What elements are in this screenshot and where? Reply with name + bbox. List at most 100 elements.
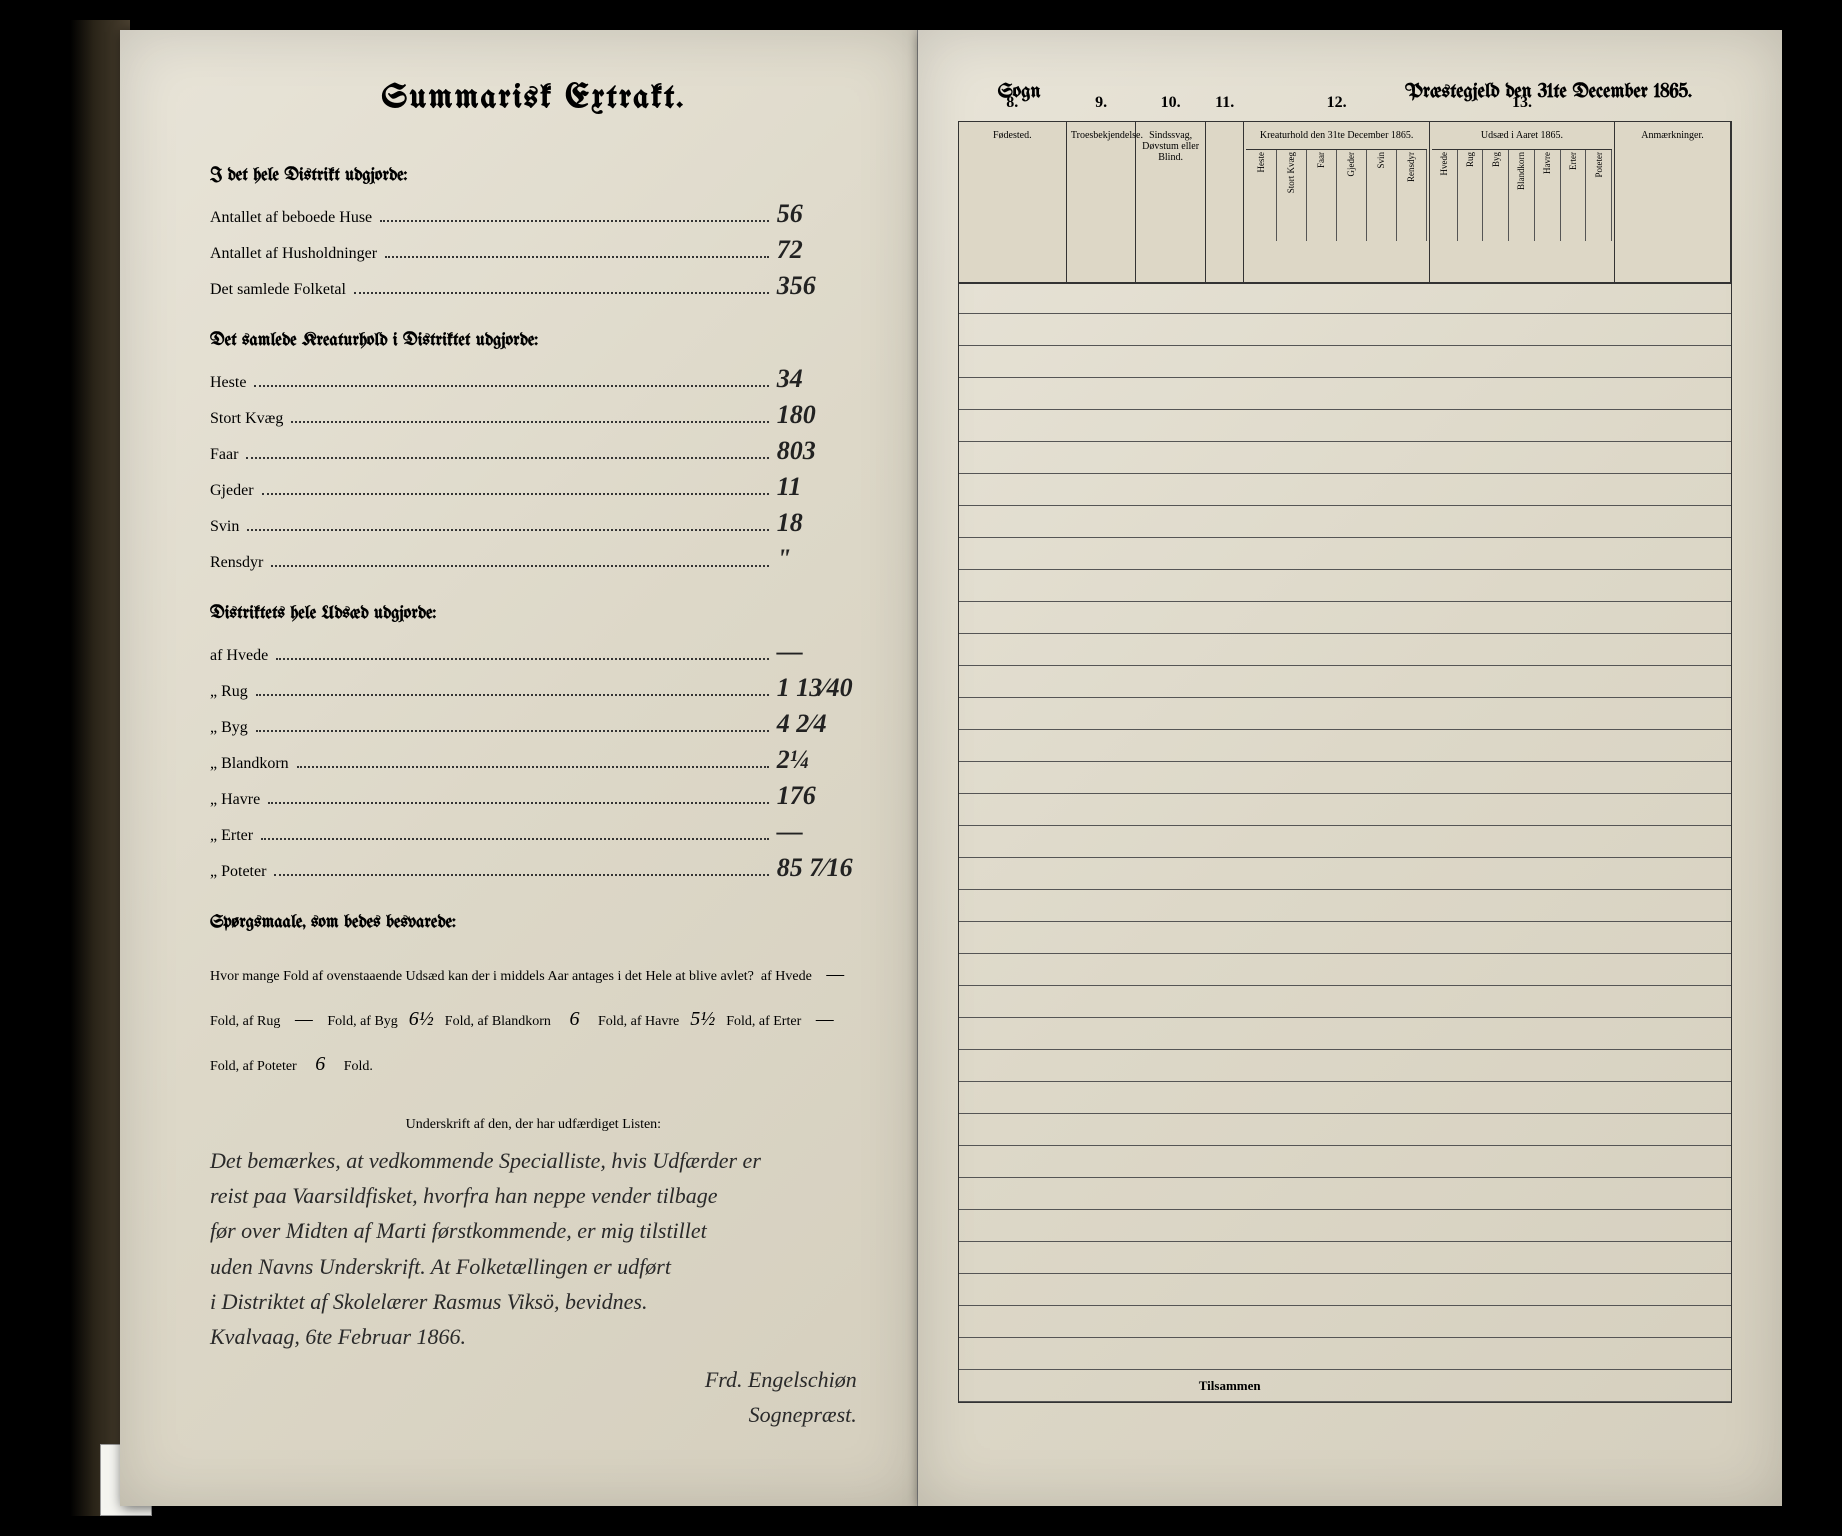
sub-column: Rensdyr bbox=[1397, 150, 1427, 241]
row-label: Svin bbox=[210, 518, 239, 536]
sub-column: Rug bbox=[1458, 150, 1484, 241]
sub-column-label: Svin bbox=[1376, 152, 1386, 169]
sub-column-label: Hvede bbox=[1439, 152, 1449, 176]
leader-dots bbox=[247, 529, 768, 531]
sub-column: Byg bbox=[1483, 150, 1509, 241]
leader-dots bbox=[297, 766, 769, 768]
row-value: 2¼ bbox=[777, 745, 857, 775]
row-value: 356 bbox=[777, 271, 857, 301]
sub-column-label: Havre bbox=[1542, 152, 1552, 174]
row-value: 56 bbox=[777, 199, 857, 229]
sub-column: Stort Kvæg bbox=[1277, 150, 1307, 241]
sub-column-label: Erter bbox=[1568, 152, 1578, 170]
row-label: Stort Kvæg bbox=[210, 410, 283, 428]
sub-column: Poteter bbox=[1586, 150, 1612, 241]
sub-column-label: Faar bbox=[1316, 152, 1326, 168]
section2-rows: Heste34Stort Kvæg180Faar803Gjeder11Svin1… bbox=[210, 364, 857, 574]
column-header: 10.Sindssvag, Døvstum eller Blind. bbox=[1136, 122, 1206, 282]
row-value: 11 bbox=[777, 472, 857, 502]
column-number: 12. bbox=[1244, 94, 1428, 112]
data-row: Rensdyr" bbox=[210, 544, 857, 574]
sub-columns: Heste Stort Kvæg Faar Gjeder Svin Rensdyr bbox=[1246, 149, 1426, 241]
row-value: 34 bbox=[777, 364, 857, 394]
signature-title: Sognepræst. bbox=[749, 1402, 857, 1427]
row-label: „ Rug bbox=[210, 683, 248, 701]
footer-total: Tilsammen bbox=[1199, 1378, 1261, 1394]
sub-column: Faar bbox=[1307, 150, 1337, 241]
data-row: Svin18 bbox=[210, 508, 857, 538]
row-label: Antallet af Husholdninger bbox=[210, 245, 377, 263]
row-value: 803 bbox=[777, 436, 857, 466]
row-value: 4 2⁄4 bbox=[777, 709, 857, 739]
data-row: Faar803 bbox=[210, 436, 857, 466]
column-header: 8.Fødested. bbox=[959, 122, 1067, 282]
sub-column-label: Blandkorn bbox=[1516, 152, 1526, 190]
column-header: 13.Udsæd i Aaret 1865.HvedeRugBygBlandko… bbox=[1430, 122, 1615, 282]
data-row: af Hvede — bbox=[210, 637, 857, 667]
sub-column: Blandkorn bbox=[1509, 150, 1535, 241]
book-spread: Summarisk Extrakt. I det hele Distrikt u… bbox=[0, 0, 1842, 1536]
column-number: 8. bbox=[959, 94, 1066, 112]
leader-dots bbox=[380, 220, 769, 222]
questionnaire: Hvor mange Fold af ovenstaaende Udsæd ka… bbox=[210, 952, 857, 1087]
ans-poteter: 6 bbox=[300, 1042, 340, 1087]
data-row: Antallet af Husholdninger 72 bbox=[210, 235, 857, 265]
row-label: „ Poteter bbox=[210, 863, 266, 881]
column-header: 9.Troesbekjendelse. bbox=[1067, 122, 1137, 282]
sub-column: Gjeder bbox=[1337, 150, 1367, 241]
column-headers: 8.Fødested.9.Troesbekjendelse.10.Sindssv… bbox=[959, 122, 1731, 284]
handwritten-note: Det bemærkes, at vedkommende Speciallist… bbox=[210, 1143, 857, 1354]
leader-dots bbox=[246, 457, 768, 459]
leader-dots bbox=[262, 493, 769, 495]
sub-column: Hvede bbox=[1432, 150, 1458, 241]
row-value: — bbox=[777, 817, 857, 847]
leader-dots bbox=[254, 385, 768, 387]
data-row: Det samlede Folketal 356 bbox=[210, 271, 857, 301]
sub-column-label: Stort Kvæg bbox=[1286, 152, 1296, 193]
handwriting-line: Det bemærkes, at vedkommende Speciallist… bbox=[210, 1143, 857, 1178]
leader-dots bbox=[256, 694, 769, 696]
section2-heading: Det samlede Kreaturhold i Distriktet udg… bbox=[210, 331, 857, 350]
page-title: Summarisk Extrakt. bbox=[210, 80, 857, 116]
leader-dots bbox=[271, 565, 768, 567]
ans-blandkorn: 6 bbox=[554, 997, 594, 1042]
data-row: „ Rug1 13⁄40 bbox=[210, 673, 857, 703]
ans-byg: 6½ bbox=[401, 997, 441, 1042]
sub-columns: Hvede RugByg Blandkorn Havre Erter Poteter bbox=[1432, 149, 1612, 241]
sub-column-label: Heste bbox=[1256, 152, 1266, 173]
sub-column: Heste bbox=[1246, 150, 1276, 241]
data-row: „ Erter— bbox=[210, 817, 857, 847]
column-header: 11. bbox=[1206, 122, 1245, 282]
leader-dots bbox=[256, 730, 769, 732]
signature-label: Underskrift af den, der har udfærdiget L… bbox=[210, 1117, 857, 1133]
row-value: — bbox=[777, 637, 857, 667]
column-label: Anmærkninger. bbox=[1617, 126, 1728, 145]
column-number: 13. bbox=[1430, 94, 1614, 112]
column-header: Anmærkninger. bbox=[1615, 122, 1731, 282]
ledger-grid: 8.Fødested.9.Troesbekjendelse.10.Sindssv… bbox=[958, 121, 1732, 1403]
handwriting-line: uden Navns Underskrift. At Folketællinge… bbox=[210, 1249, 857, 1284]
column-label bbox=[1208, 126, 1242, 134]
sub-column: Svin bbox=[1367, 150, 1397, 241]
column-label: Troesbekjendelse. bbox=[1069, 126, 1134, 145]
leader-dots bbox=[261, 838, 769, 840]
leader-dots bbox=[274, 874, 768, 876]
row-label: af Hvede bbox=[210, 647, 268, 665]
column-label: Fødested. bbox=[961, 126, 1064, 145]
handwriting-line: i Distriktet af Skolelærer Rasmus Viksö,… bbox=[210, 1284, 857, 1319]
leader-dots bbox=[268, 802, 769, 804]
row-value: 176 bbox=[777, 781, 857, 811]
row-value: 72 bbox=[777, 235, 857, 265]
row-label: Det samlede Folketal bbox=[210, 281, 346, 299]
row-label: Heste bbox=[210, 374, 246, 392]
handwriting-line: Kvalvaag, 6te Februar 1866. bbox=[210, 1319, 857, 1354]
left-page: Summarisk Extrakt. I det hele Distrikt u… bbox=[120, 30, 918, 1506]
data-row: „ Havre176 bbox=[210, 781, 857, 811]
signature: Frd. Engelschiøn Sognepræst. bbox=[210, 1362, 857, 1432]
column-number: 9. bbox=[1067, 94, 1136, 112]
ans-hvede: — bbox=[815, 952, 855, 997]
right-page: Sogn Præstegjeld den 31te December 1865.… bbox=[918, 30, 1782, 1506]
column-label: Kreaturhold den 31te December 1865. bbox=[1246, 126, 1426, 145]
row-label: Gjeder bbox=[210, 482, 254, 500]
signature-name: Frd. Engelschiøn bbox=[705, 1367, 857, 1392]
